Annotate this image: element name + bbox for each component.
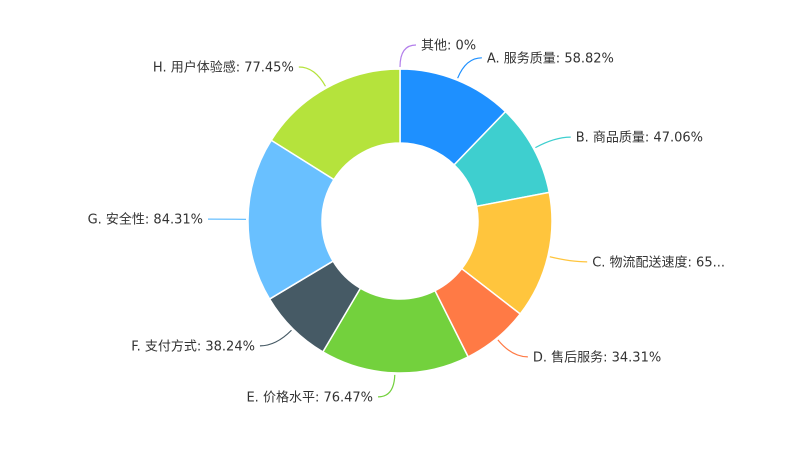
slice-1-label: A. 服务质量: 58.82% — [487, 50, 614, 66]
slice-5-label: E. 价格水平: 76.47% — [246, 389, 373, 405]
slice-8-leader-line — [299, 67, 326, 86]
slice-9-label: 其他: 0% — [421, 39, 476, 54]
slice-2-leader-line — [535, 137, 570, 147]
slice-1-leader-line — [458, 58, 482, 78]
slices-layer — [248, 69, 552, 373]
slice-6-leader-line — [260, 330, 292, 346]
slice-3-leader-line — [550, 257, 587, 262]
slice-7-label: G. 安全性: 84.31% — [88, 212, 203, 228]
slice-8-label: H. 用户体验感: 77.45% — [153, 59, 294, 75]
slice-4-leader-line — [498, 340, 528, 357]
slice-5-leader-line — [378, 375, 395, 397]
slice-2-label: B. 商品质量: 47.06% — [576, 131, 703, 146]
slice-9-leader-line — [400, 45, 416, 67]
slice-4-label: D. 售后服务: 34.31% — [533, 349, 661, 365]
slice-3-label: C. 物流配送速度: 65... — [592, 254, 725, 270]
slice-6-label: F. 支付方式: 38.24% — [131, 338, 255, 354]
